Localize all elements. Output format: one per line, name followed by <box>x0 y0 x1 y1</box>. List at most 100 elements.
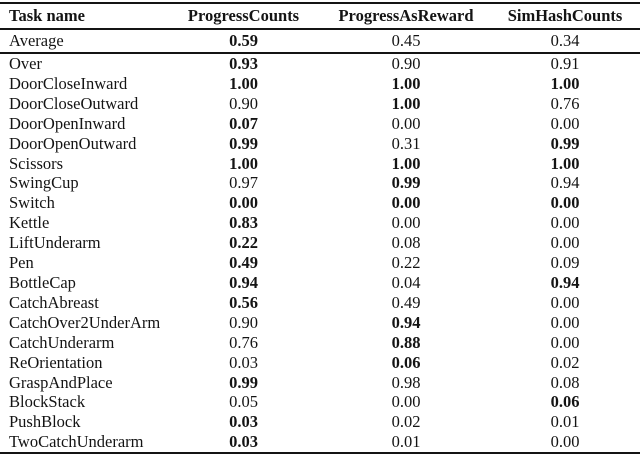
value-cell: 0.99 <box>229 133 258 153</box>
value-cell: 0.90 <box>229 93 258 113</box>
value-cell: 0.83 <box>229 213 258 233</box>
value-cell: 0.94 <box>391 312 421 332</box>
table-row: Scissors 1.00 1.00 1.00 <box>0 154 640 174</box>
value-cell: 0.00 <box>229 193 258 213</box>
header-row: Task name ProgressCounts ProgressAsRewar… <box>0 3 640 29</box>
value-cell: 0.00 <box>550 292 580 312</box>
value-cell: 0.00 <box>550 312 580 332</box>
value-cell: 0.03 <box>229 432 258 452</box>
col-header-simhashcounts: SimHashCounts <box>507 6 623 25</box>
task-name-cell: Kettle <box>9 213 50 233</box>
value-cell: 0.01 <box>550 412 580 432</box>
value-cell: 0.91 <box>550 54 580 73</box>
value-cell: 0.00 <box>550 193 580 213</box>
value-cell: 0.99 <box>229 372 258 392</box>
value-cell: 0.22 <box>391 253 421 273</box>
task-name-cell: DoorOpenInward <box>9 113 126 133</box>
value-cell: 0.90 <box>229 312 258 332</box>
table-row: LiftUnderarm 0.22 0.08 0.00 <box>0 233 640 253</box>
value-cell: 0.08 <box>550 372 580 392</box>
value-cell: 0.00 <box>391 213 421 233</box>
value-cell: 0.94 <box>550 272 580 292</box>
table-row: Kettle 0.83 0.00 0.00 <box>0 213 640 233</box>
task-name-cell: Scissors <box>9 153 64 173</box>
value-cell: 0.00 <box>550 233 580 253</box>
value-cell: 0.04 <box>391 272 421 292</box>
table-row: ReOrientation 0.03 0.06 0.02 <box>0 353 640 373</box>
value-cell: 0.76 <box>229 332 258 352</box>
value-cell: 0.59 <box>229 31 258 50</box>
value-cell: 0.49 <box>391 292 421 312</box>
value-cell: 0.88 <box>391 332 421 352</box>
task-name-cell: LiftUnderarm <box>9 233 101 253</box>
task-name-cell: Average <box>9 31 64 50</box>
table-row: TwoCatchUnderarm 0.03 0.01 0.00 <box>0 432 640 453</box>
value-cell: 0.94 <box>229 272 258 292</box>
value-cell: 1.00 <box>391 73 421 93</box>
value-cell: 0.03 <box>229 352 258 372</box>
value-cell: 0.99 <box>391 173 421 193</box>
col-header-progresscounts: ProgressCounts <box>187 6 300 25</box>
value-cell: 0.22 <box>229 233 258 253</box>
task-name-cell: Pen <box>9 253 34 273</box>
task-name-cell: DoorOpenOutward <box>9 133 137 153</box>
value-cell: 0.76 <box>550 93 580 113</box>
table-row: PushBlock 0.03 0.02 0.01 <box>0 412 640 432</box>
col-header-task-name: Task name <box>9 6 85 25</box>
value-cell: 0.99 <box>550 133 580 153</box>
table-row: DoorOpenOutward 0.99 0.31 0.99 <box>0 134 640 154</box>
task-name-cell: CatchUnderarm <box>9 332 115 352</box>
value-cell: 0.00 <box>550 432 580 452</box>
task-name-cell: TwoCatchUnderarm <box>9 432 144 452</box>
value-cell: 1.00 <box>550 73 580 93</box>
value-cell: 0.03 <box>229 412 258 432</box>
value-cell: 0.06 <box>391 352 421 372</box>
task-name-cell: GraspAndPlace <box>9 372 113 392</box>
value-cell: 0.49 <box>229 253 258 273</box>
col-header-progressasreward: ProgressAsReward <box>338 6 474 25</box>
value-cell: 0.34 <box>550 31 580 50</box>
value-cell: 0.00 <box>391 113 421 133</box>
task-name-cell: DoorCloseInward <box>9 73 128 93</box>
table-row: BottleCap 0.94 0.04 0.94 <box>0 273 640 293</box>
value-cell: 0.00 <box>550 113 580 133</box>
value-cell: 0.00 <box>391 193 421 213</box>
value-cell: 0.02 <box>391 412 421 432</box>
value-cell: 0.06 <box>550 392 580 412</box>
value-cell: 1.00 <box>391 93 421 113</box>
value-cell: 0.94 <box>550 173 580 193</box>
table-row: BlockStack 0.05 0.00 0.06 <box>0 392 640 412</box>
value-cell: 0.07 <box>229 113 258 133</box>
table-row: GraspAndPlace 0.99 0.98 0.08 <box>0 373 640 393</box>
table-row: Switch 0.00 0.00 0.00 <box>0 193 640 213</box>
value-cell: 0.05 <box>229 392 258 412</box>
task-name-cell: BlockStack <box>9 392 86 412</box>
table-row: SwingCup 0.97 0.99 0.94 <box>0 173 640 193</box>
value-cell: 0.93 <box>229 54 258 73</box>
task-name-cell: Switch <box>9 193 55 213</box>
value-cell: 0.08 <box>391 233 421 253</box>
value-cell: 1.00 <box>229 153 258 173</box>
value-cell: 0.31 <box>391 133 421 153</box>
task-name-cell: ReOrientation <box>9 352 103 372</box>
table-row: Pen 0.49 0.22 0.09 <box>0 253 640 273</box>
value-cell: 0.90 <box>391 54 421 73</box>
task-name-cell: SwingCup <box>9 173 79 193</box>
value-cell: 0.01 <box>391 432 421 452</box>
table-row: CatchUnderarm 0.76 0.88 0.00 <box>0 333 640 353</box>
value-cell: 0.00 <box>391 392 421 412</box>
average-row: Average 0.59 0.45 0.34 <box>0 29 640 53</box>
table-row: CatchOver2UnderArm 0.90 0.94 0.00 <box>0 313 640 333</box>
table-row: DoorOpenInward 0.07 0.00 0.00 <box>0 114 640 134</box>
table-row: Over 0.93 0.90 0.91 <box>0 53 640 74</box>
task-name-cell: CatchOver2UnderArm <box>9 312 161 332</box>
value-cell: 0.45 <box>391 31 421 50</box>
task-name-cell: PushBlock <box>9 412 81 432</box>
value-cell: 1.00 <box>229 73 258 93</box>
table-row: DoorCloseInward 1.00 1.00 1.00 <box>0 74 640 94</box>
table-row: CatchAbreast 0.56 0.49 0.00 <box>0 293 640 313</box>
value-cell: 0.09 <box>550 253 580 273</box>
value-cell: 0.56 <box>229 292 258 312</box>
